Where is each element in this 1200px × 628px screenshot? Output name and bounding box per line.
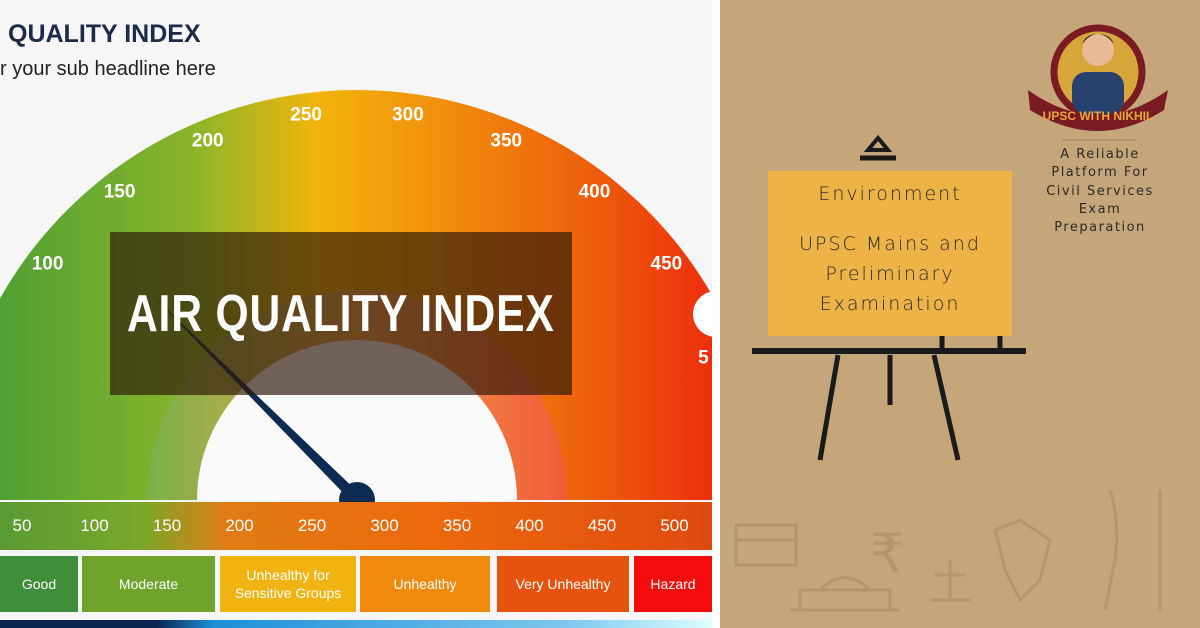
aqi-categories: Good Moderate Unhealthy for Sensitive Grou… — [0, 556, 712, 612]
aqi-category: Very Unhealthy — [497, 556, 629, 612]
infographic-subtitle: r your sub headline here — [0, 58, 216, 80]
overlay-title: AIR QUALITY INDEX — [127, 284, 555, 343]
scale-tick: 100 — [80, 516, 109, 535]
gauge-label: 5 — [698, 347, 709, 368]
scale-tick: 500 — [660, 516, 689, 535]
upsc-with-nikhil-logo: UPSC WITH NIKHIL — [1028, 24, 1168, 141]
scale-tick: 450 — [587, 516, 617, 535]
gauge-label: 150 — [104, 182, 136, 203]
aqi-category: Unhealthy for Sensitive Groups — [220, 556, 356, 612]
gauge-label: 100 — [32, 254, 64, 275]
easel-icon: ₹ — [734, 134, 1162, 612]
gauge-label: 450 — [651, 254, 683, 275]
scale-tick: 300 — [370, 516, 399, 535]
aqi-category: Hazard — [634, 556, 712, 612]
aqi-category: Good — [0, 556, 78, 612]
gauge-label: 350 — [490, 131, 522, 152]
easel-board: Environment UPSC Mains and Preliminary E… — [768, 171, 1012, 336]
scale-tick: 200 — [225, 516, 254, 535]
gauge-label: 400 — [579, 182, 611, 203]
aqi-category: Unhealthy — [360, 556, 490, 612]
scale-tick: 400 — [515, 516, 544, 535]
board-title: Environment — [818, 183, 962, 205]
gauge-label: 250 — [290, 104, 322, 125]
faded-background-icons: ₹ — [734, 489, 1162, 612]
scale-tick: 350 — [442, 516, 472, 535]
branding-panel: ₹ Environment UPSC Mains and Preliminary… — [720, 0, 1200, 628]
svg-text:UPSC WITH NIKHIL: UPSC WITH NIKHIL — [1043, 109, 1154, 123]
scale-tick: 150 — [152, 516, 182, 535]
tagline: A Reliable Platform For Civil Services E… — [1046, 147, 1154, 236]
svg-text:₹: ₹ — [870, 524, 904, 584]
gauge-label: 200 — [192, 131, 224, 152]
scale-tick: 50 — [12, 516, 32, 535]
aqi-scale-bar: 50 100 150 200 250 300 350 400 450 500 — [0, 502, 712, 550]
scale-tick: 250 — [297, 516, 327, 535]
gauge-label: 300 — [392, 104, 424, 125]
title-overlay: AIR QUALITY INDEX — [110, 232, 572, 395]
infographic-title: QUALITY INDEX — [8, 20, 201, 48]
footer-strip — [0, 620, 712, 628]
aqi-category: Moderate — [82, 556, 215, 612]
board-subtitle: UPSC Mains and Preliminary Examination — [799, 233, 981, 315]
